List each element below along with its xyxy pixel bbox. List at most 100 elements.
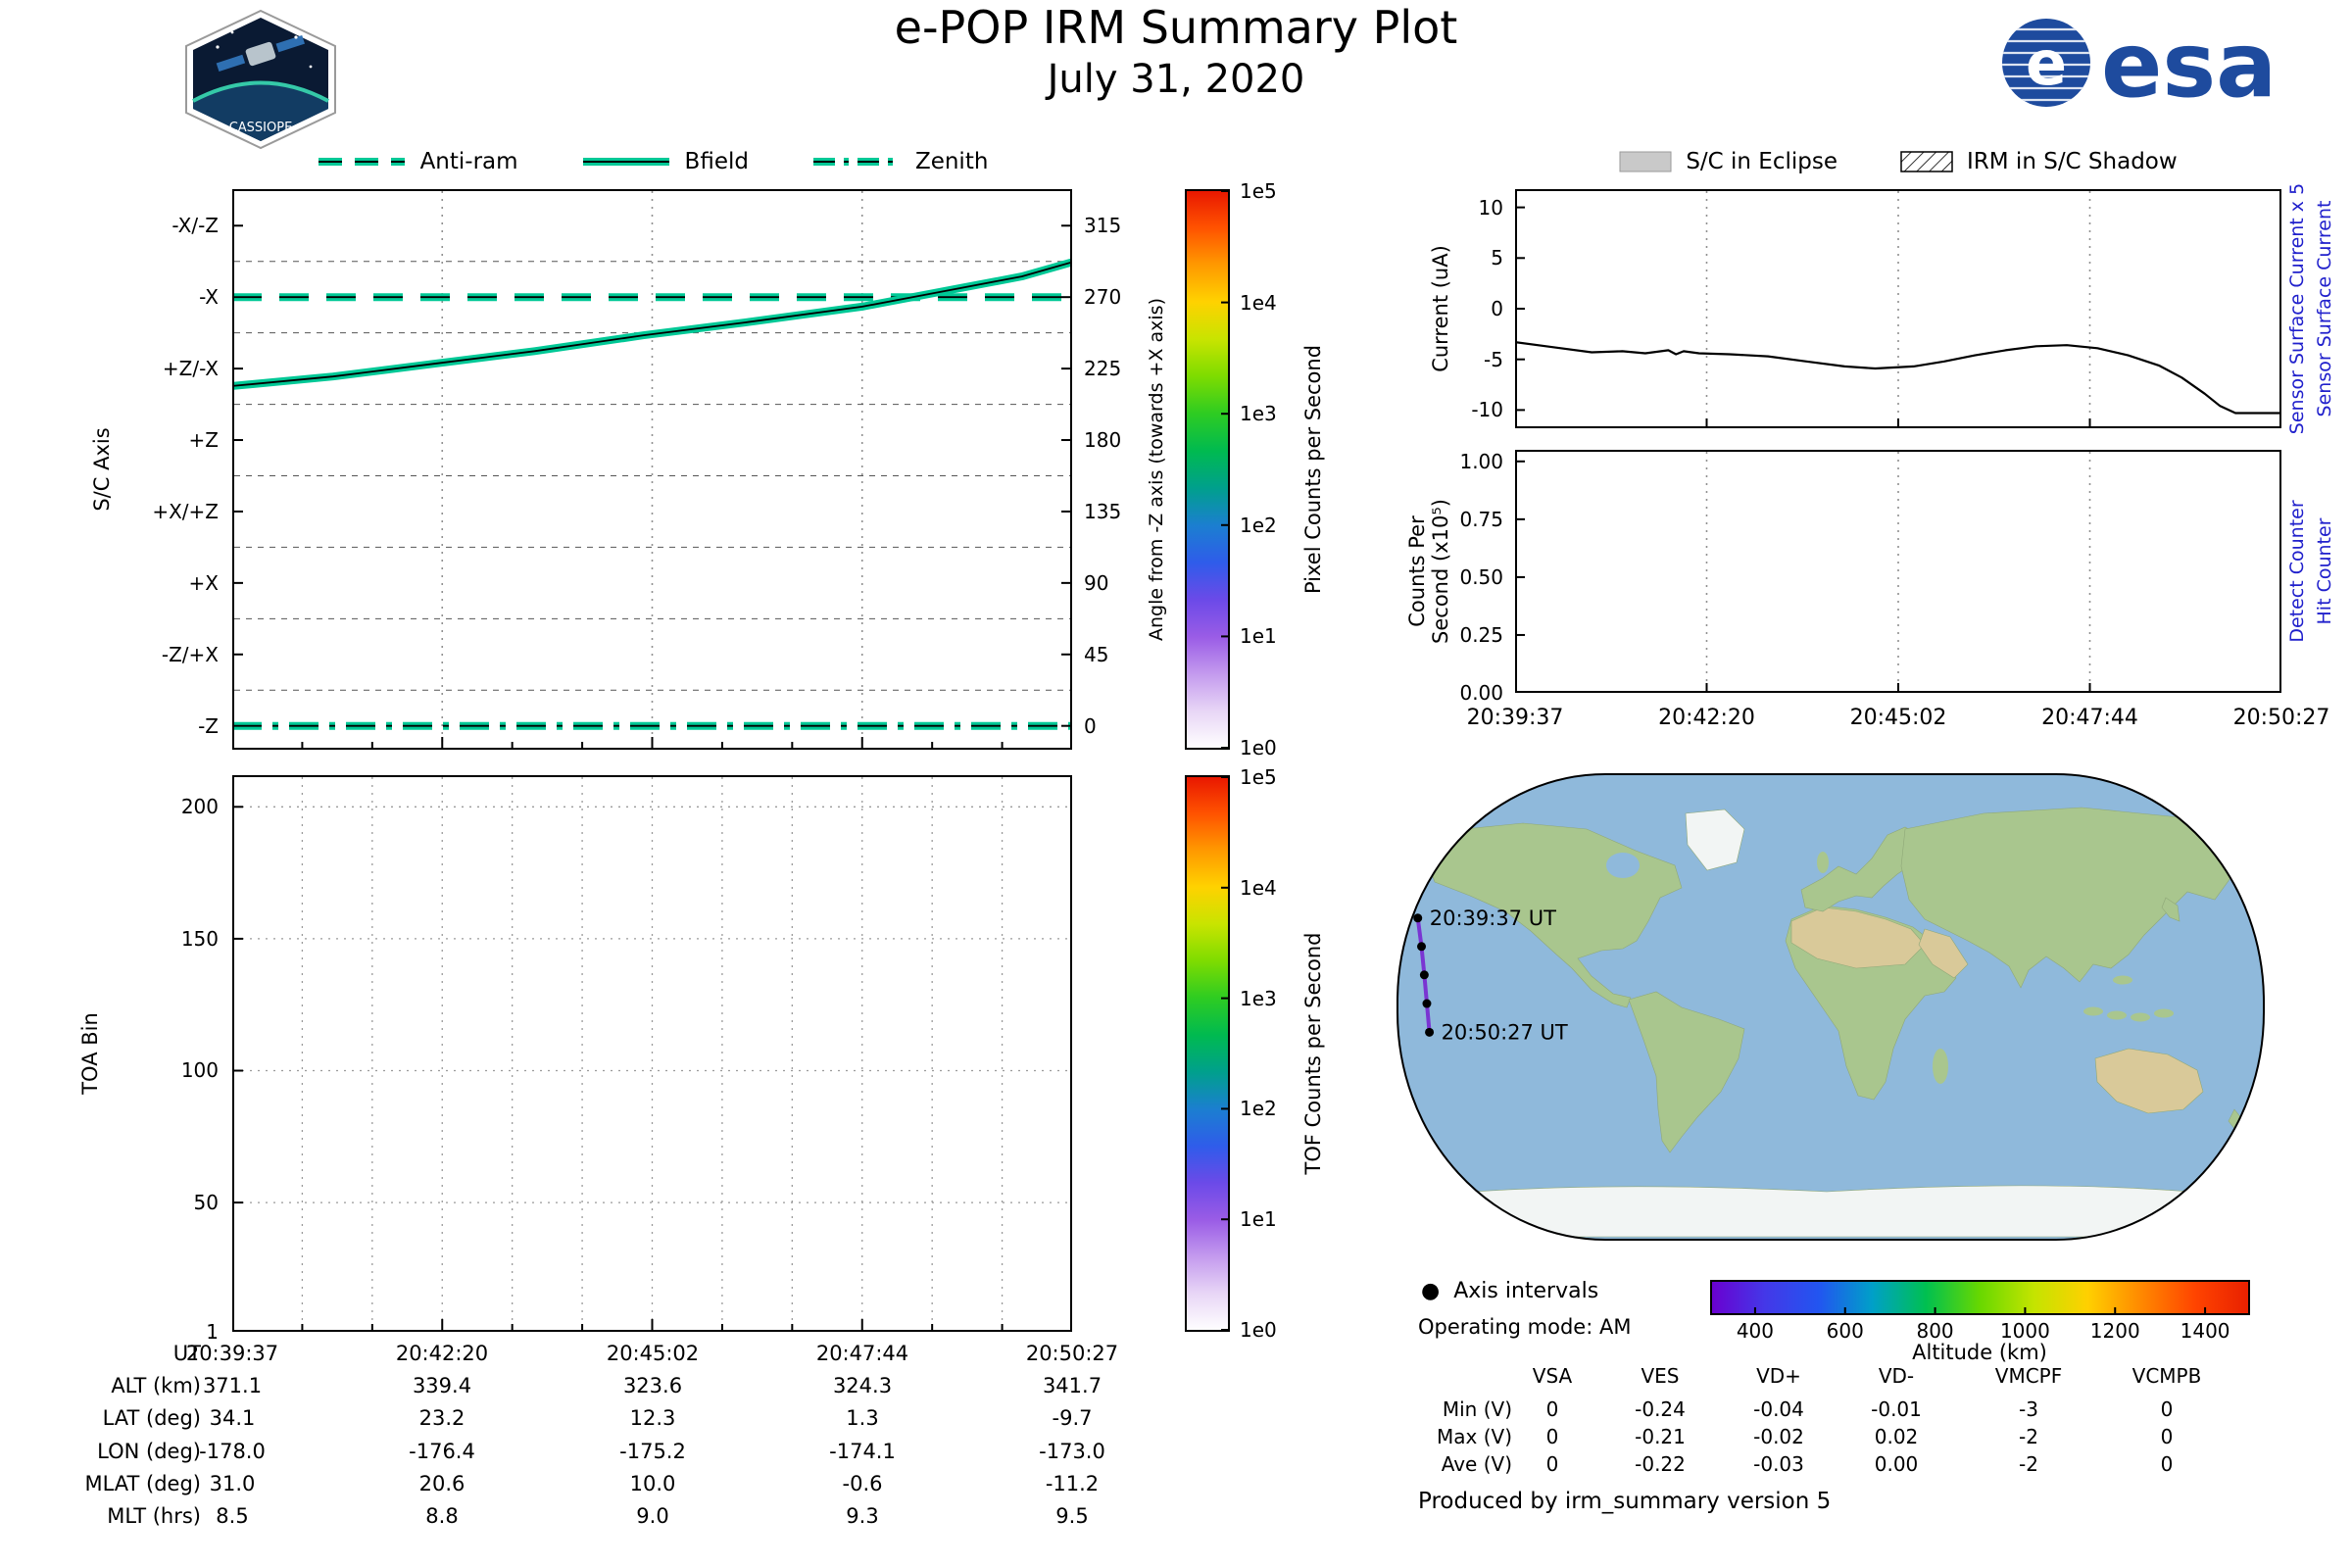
ephemeris-value: 341.7	[1042, 1374, 1102, 1397]
voltage-value: -0.01	[1871, 1397, 1922, 1421]
ephemeris-value: 20:45:02	[606, 1342, 700, 1365]
sc-axis-tick-label: +Z/-X	[162, 357, 219, 381]
legend-item-shadow: IRM in S/C Shadow	[1900, 149, 2178, 174]
eclipse-legend: S/C in Eclipse IRM in S/C Shadow	[1515, 145, 2281, 178]
legend-label-anti-ram: Anti-ram	[419, 149, 518, 174]
voltage-value: -0.22	[1635, 1452, 1686, 1476]
voltage-col-header: VD+	[1756, 1364, 1801, 1388]
axis-interval-dot	[1419, 970, 1429, 980]
pixel-cb-tick-label: 1e1	[1240, 624, 1277, 649]
axis-interval-dot	[1422, 999, 1432, 1008]
ephemeris-value: -0.6	[842, 1472, 883, 1495]
counts-tick-label: 0.00	[1459, 681, 1503, 705]
voltage-value: 0	[2160, 1452, 2174, 1476]
esa-wordmark: esa	[2101, 13, 2270, 114]
sc-axis-tick-label: +X/+Z	[152, 499, 219, 523]
altitude-colorbar	[1710, 1280, 2250, 1315]
time-tick-label: 20:39:37	[1466, 706, 1564, 730]
ephemeris-value: -175.2	[619, 1440, 686, 1463]
pixel-counts-colorbar	[1185, 189, 1230, 750]
counts-tick-label: 0.25	[1459, 622, 1503, 647]
ephemeris-value: 20:39:37	[185, 1342, 279, 1365]
ephemeris-value: -11.2	[1045, 1472, 1100, 1495]
ephemeris-value: -174.1	[829, 1440, 896, 1463]
voltage-value: -0.03	[1753, 1452, 1804, 1476]
ephemeris-value: 1.3	[846, 1406, 879, 1430]
zenith-line-sample-icon	[812, 158, 900, 166]
ephemeris-value: 324.3	[832, 1374, 893, 1397]
ephemeris-value: -9.7	[1052, 1406, 1093, 1430]
sc-axis-tick-label: -Z/+X	[161, 642, 219, 666]
current-tick-label: 10	[1478, 195, 1503, 220]
altitude-tick-label: 600	[1826, 1319, 1864, 1343]
time-tick-label: 20:42:20	[1658, 706, 1755, 730]
esa-globe-e: e	[2026, 27, 2067, 99]
pixel-cb-tick-label: 1e3	[1240, 402, 1277, 426]
tof-counts-colorbar	[1185, 775, 1230, 1332]
ephemeris-row-label: LON (deg)	[97, 1440, 201, 1463]
altitude-tick-label: 1200	[2089, 1319, 2140, 1343]
voltage-value: 0	[2160, 1397, 2174, 1421]
axis-interval-dot	[1417, 942, 1427, 952]
voltage-row-label: Max (V)	[1437, 1425, 1512, 1448]
sc-axis-tick-label: -X/-Z	[172, 214, 219, 238]
voltage-value: 0.00	[1874, 1452, 1919, 1476]
counts-tick-label: 0.50	[1459, 564, 1503, 589]
pixel-cb-tick-label: 1e2	[1240, 513, 1277, 537]
current-ylabel: Current (uA)	[1429, 245, 1452, 372]
ephemeris-value: -176.4	[409, 1440, 475, 1463]
ephemeris-row-label: UT	[172, 1342, 201, 1365]
voltage-value: 0	[1545, 1425, 1559, 1448]
altitude-tick-label: 400	[1736, 1319, 1774, 1343]
ephemeris-value: 8.8	[425, 1504, 459, 1528]
counts-ylabel-line2: Second (x10⁵)	[1429, 499, 1452, 644]
voltage-col-header: VD-	[1878, 1364, 1915, 1388]
legend-label-shadow: IRM in S/C Shadow	[1967, 149, 2178, 174]
sc-axis-plot	[232, 189, 1072, 750]
cassiope-mission-patch: CASSIOPE	[185, 9, 336, 150]
voltage-value: 0.02	[1874, 1425, 1919, 1448]
legend-item-bfield: Bfield	[581, 149, 749, 174]
angle-tick-label: 90	[1084, 570, 1109, 595]
ephemeris-value: 20:50:27	[1025, 1342, 1119, 1365]
ephemeris-value: 34.1	[209, 1406, 256, 1430]
page-title: e-POP IRM Summary Plot	[894, 1, 1458, 54]
esa-logo: e esa	[2002, 13, 2270, 114]
angle-tick-label: 45	[1084, 642, 1109, 666]
voltage-col-header: VMCPF	[1994, 1364, 2063, 1388]
altitude-tick-label: 800	[1916, 1319, 1954, 1343]
voltage-value: -0.21	[1635, 1425, 1686, 1448]
legend-label-eclipse: S/C in Eclipse	[1686, 149, 1838, 174]
bfield-line-sample-icon	[582, 158, 669, 166]
tof-cb-tick-label: 1e1	[1240, 1207, 1277, 1232]
angle-tick-label: 270	[1084, 285, 1122, 310]
toa-bin-ylabel: TOA Bin	[78, 1012, 102, 1095]
voltage-col-header: VES	[1641, 1364, 1680, 1388]
legend-item-eclipse: S/C in Eclipse	[1619, 149, 1838, 174]
ephemeris-value: 8.5	[216, 1504, 249, 1528]
voltage-value: -0.04	[1753, 1397, 1804, 1421]
ephemeris-value: 371.1	[202, 1374, 263, 1397]
voltage-row-label: Min (V)	[1442, 1397, 1512, 1421]
ephemeris-row-label: MLAT (deg)	[84, 1472, 201, 1495]
toa-tick-label: 100	[180, 1058, 219, 1083]
detect-counter-label: Detect Counter	[2286, 500, 2308, 643]
angle-tick-label: 0	[1084, 713, 1097, 738]
ephemeris-value: -173.0	[1039, 1440, 1105, 1463]
time-tick-label: 20:45:02	[1849, 706, 1947, 730]
ephemeris-value: 12.3	[629, 1406, 676, 1430]
axis-interval-dot-icon: ●	[1421, 1279, 1441, 1303]
counts-ylabel: Counts Per Second (x10⁵)	[1405, 499, 1452, 644]
legend-item-anti-ram: Anti-ram	[317, 149, 518, 174]
anti-ram-line-sample-icon	[318, 158, 405, 166]
ephemeris-value: 9.3	[846, 1504, 879, 1528]
voltage-value: -0.24	[1635, 1397, 1686, 1421]
track-start-label: 20:39:37 UT	[1430, 906, 1556, 930]
map-continents	[1420, 807, 2263, 1238]
hit-counter-plot	[1515, 450, 2281, 693]
bfield-line	[232, 258, 1072, 390]
ephemeris-value: 9.0	[636, 1504, 669, 1528]
voltage-col-header: VSA	[1532, 1364, 1573, 1388]
angle-tick-label: 135	[1084, 499, 1122, 523]
sc-axis-tick-label: +X	[188, 570, 219, 595]
